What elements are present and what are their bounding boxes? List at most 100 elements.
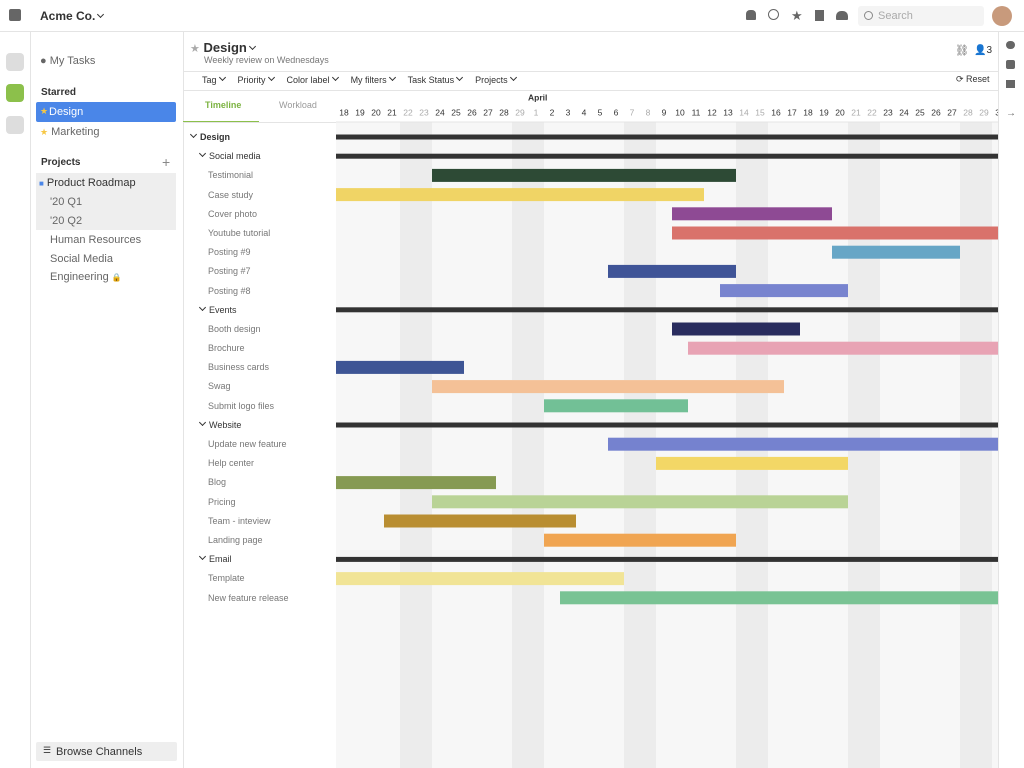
- divider: [183, 32, 184, 768]
- filter[interactable]: Tag: [202, 73, 229, 85]
- project-child[interactable]: '20 Q1: [50, 196, 83, 208]
- filter[interactable]: Color label: [287, 73, 342, 85]
- link-icon[interactable]: ⛓: [955, 45, 969, 57]
- starred-item[interactable]: ★ Marketing: [40, 126, 100, 138]
- filter[interactable]: Task Status: [408, 73, 467, 85]
- task-row[interactable]: Swag: [208, 381, 231, 392]
- task-bar[interactable]: [608, 437, 998, 451]
- project-item[interactable]: Social Media: [50, 253, 113, 265]
- day-label: 26: [931, 107, 941, 117]
- project-item[interactable]: ■ Product Roadmap: [39, 177, 136, 189]
- day-label: 28: [499, 107, 509, 117]
- chevron: [331, 73, 339, 82]
- task-bar[interactable]: [672, 207, 832, 221]
- day-label: 21: [387, 107, 397, 117]
- task-row[interactable]: Brochure: [208, 343, 245, 354]
- day-label: 22: [403, 107, 413, 117]
- task-row[interactable]: Update new feature: [208, 439, 287, 449]
- tab[interactable]: Workload: [279, 100, 317, 110]
- task-bar[interactable]: [656, 456, 848, 470]
- filter[interactable]: My filters: [351, 73, 399, 85]
- tab-active[interactable]: Timeline: [205, 100, 242, 110]
- task-bar[interactable]: [432, 495, 848, 509]
- members[interactable]: 👤3: [974, 45, 993, 56]
- search-box[interactable]: Search: [858, 6, 984, 26]
- task-row[interactable]: Case study: [208, 189, 254, 200]
- task-bar[interactable]: [336, 476, 496, 490]
- bell-icon[interactable]: [746, 10, 756, 20]
- task-row[interactable]: Landing page: [208, 534, 263, 545]
- task-row[interactable]: Blog: [208, 477, 227, 488]
- header-title[interactable]: ★ Design: [190, 40, 259, 55]
- task-bar[interactable]: [544, 399, 688, 413]
- add-project[interactable]: +: [162, 154, 171, 170]
- day-label: 27: [483, 107, 493, 117]
- rail-mail[interactable]: [6, 116, 24, 134]
- task-bar[interactable]: [672, 322, 800, 336]
- avatar[interactable]: [992, 6, 1012, 26]
- task-bar[interactable]: [560, 591, 998, 605]
- task-bar[interactable]: [432, 168, 736, 182]
- task-row[interactable]: Submit logo files: [208, 400, 275, 411]
- task-bar[interactable]: [832, 245, 960, 259]
- filter[interactable]: Priority: [238, 73, 278, 85]
- task-row[interactable]: Booth design: [208, 323, 261, 334]
- day-label: 18: [803, 107, 813, 117]
- rail-right-files[interactable]: [1006, 80, 1015, 88]
- group-row[interactable]: Website: [183, 416, 336, 435]
- task-row[interactable]: Posting #7: [208, 266, 251, 277]
- task-row[interactable]: Youtube tutorial: [208, 227, 271, 238]
- day-label: 15: [755, 107, 765, 117]
- task-row[interactable]: Testimonial: [208, 170, 254, 181]
- browse-channels[interactable]: Browse Channels ☰: [36, 742, 177, 761]
- rail-right-tasks[interactable]: [1006, 60, 1015, 69]
- home-icon[interactable]: [9, 9, 21, 21]
- group-row[interactable]: Email: [183, 550, 336, 569]
- header-subtitle: Weekly review on Wednesdays: [204, 55, 329, 65]
- starred-item-active[interactable]: ★ Design: [36, 102, 176, 122]
- day-label: 20: [371, 107, 381, 117]
- task-row[interactable]: Posting #8: [208, 285, 251, 296]
- browse-label: Browse Channels: [56, 746, 143, 758]
- task-row[interactable]: Template: [208, 573, 245, 584]
- rail-tasks[interactable]: [6, 84, 24, 102]
- task-bar[interactable]: [384, 514, 576, 528]
- task-bar[interactable]: [432, 380, 784, 394]
- day-label: 25: [915, 107, 925, 117]
- group-row[interactable]: Social media: [183, 147, 336, 166]
- project-item[interactable]: Engineering 🔒: [50, 271, 122, 283]
- rail-chat[interactable]: [6, 53, 24, 71]
- task-row[interactable]: New feature release: [208, 592, 289, 603]
- filter[interactable]: Projects: [475, 73, 520, 85]
- task-bar[interactable]: [608, 264, 736, 278]
- file-icon[interactable]: [815, 10, 824, 21]
- star-icon[interactable]: ★: [791, 8, 803, 23]
- project-row[interactable]: Design: [183, 128, 336, 147]
- task-row[interactable]: Team - inteview: [208, 515, 271, 526]
- task-row[interactable]: Business cards: [208, 362, 270, 373]
- rail-right-collapse[interactable]: →: [1006, 108, 1016, 119]
- task-bar[interactable]: [336, 572, 624, 586]
- task-bar[interactable]: [688, 341, 998, 355]
- task-bar[interactable]: [544, 533, 736, 547]
- task-bar[interactable]: [672, 226, 998, 240]
- reset[interactable]: ⟳ Reset: [956, 74, 990, 84]
- members-icon[interactable]: [836, 11, 848, 20]
- task-row[interactable]: Posting #9: [208, 247, 251, 258]
- task-bar[interactable]: [336, 360, 464, 374]
- task-row[interactable]: Help center: [208, 458, 255, 469]
- mention-icon[interactable]: [768, 9, 779, 20]
- group-row[interactable]: Events: [183, 301, 336, 320]
- rail-right-chat[interactable]: [1006, 41, 1015, 49]
- task-bar[interactable]: [336, 188, 704, 202]
- my-tasks[interactable]: ● My Tasks: [40, 55, 96, 67]
- task-row[interactable]: Pricing: [208, 496, 236, 507]
- task-row[interactable]: Cover photo: [208, 208, 258, 219]
- workspace[interactable]: Acme Co.: [40, 9, 107, 23]
- day-label: 16: [771, 107, 781, 117]
- section-heading: Projects: [41, 157, 81, 168]
- project-child[interactable]: '20 Q2: [50, 215, 83, 227]
- task-bar[interactable]: [720, 284, 848, 298]
- project-item[interactable]: Human Resources: [50, 234, 142, 246]
- divider: [183, 90, 998, 91]
